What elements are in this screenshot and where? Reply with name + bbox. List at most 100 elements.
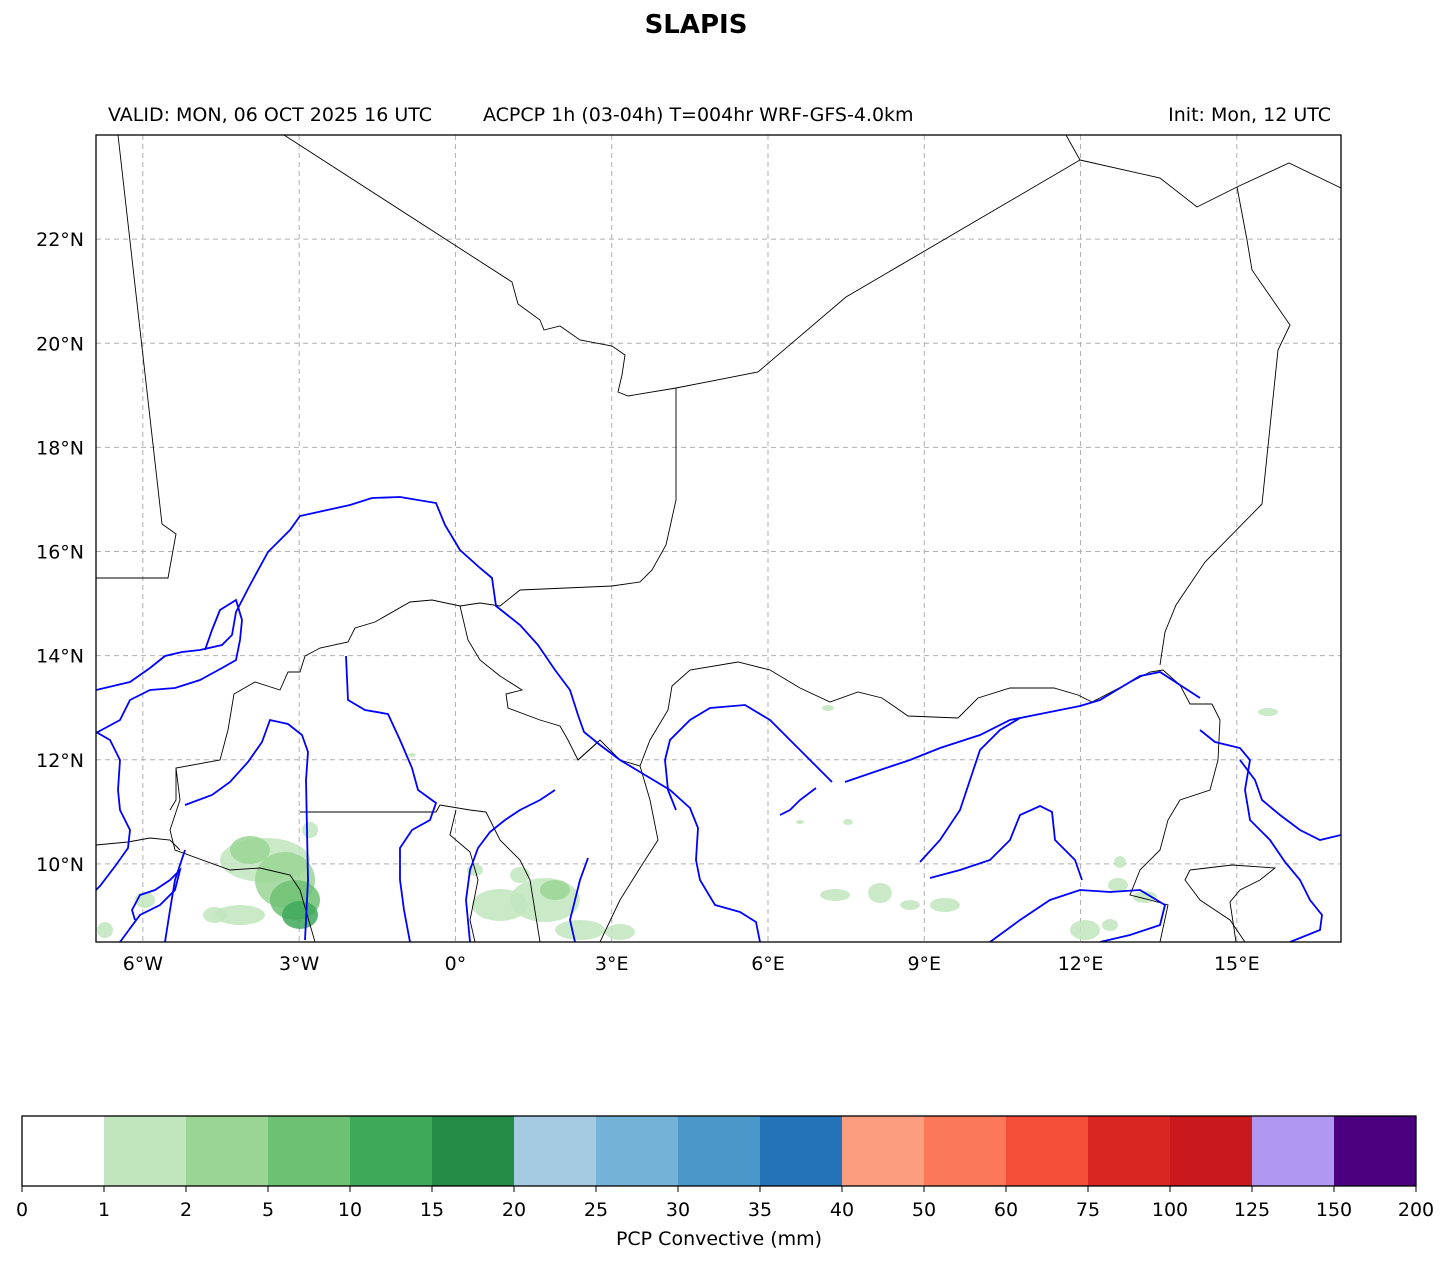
rivers (96, 496, 1341, 942)
lon-tick-label: 3°W (279, 953, 320, 975)
river-volta-black (184, 718, 309, 941)
precip-cell (1102, 919, 1118, 931)
river-niger-lower (779, 787, 817, 816)
precip-cell (868, 883, 892, 903)
gridlines (96, 135, 1341, 942)
precip-cell (843, 819, 853, 825)
colorbar-bin (596, 1116, 679, 1186)
river-comoe (164, 849, 186, 942)
colorbar-bin (350, 1116, 433, 1186)
longitude-ticks: 6°W 3°W 0° 3°E 6°E 9°E 12°E 15°E (123, 953, 1260, 975)
lon-tick-label: 3°E (595, 953, 629, 975)
border-niger-chad (1159, 186, 1291, 666)
colorbar-tick-label: 150 (1316, 1199, 1352, 1221)
map-frame (95, 134, 1342, 943)
precip-cell (97, 922, 113, 938)
colorbar-bin (104, 1116, 187, 1186)
init-time-label: Init: Mon, 12 UTC (1168, 104, 1331, 126)
colorbar-tick-label: 30 (666, 1199, 690, 1221)
colorbar-tick-label: 10 (338, 1199, 362, 1221)
border-mali-niger (479, 388, 677, 607)
precip-cell (822, 705, 834, 711)
map-background (96, 135, 1341, 942)
river-kaduna (844, 671, 1201, 783)
border-algeria-mali (283, 135, 1081, 397)
colorbar-bin (514, 1116, 597, 1186)
map-title: SLAPIS (644, 10, 748, 40)
colorbar-bin (924, 1116, 1007, 1186)
colorbar-bin (760, 1116, 843, 1186)
river-niger-branch (96, 731, 131, 891)
precip-cell (605, 924, 635, 940)
border-niger-nigeria (639, 661, 1212, 767)
border-mali-mauritania (96, 135, 177, 579)
lat-tick-label: 16°N (36, 542, 84, 564)
precip-cell (408, 753, 416, 757)
border-burkina-ghana-togo (300, 804, 487, 813)
precip-cell (820, 889, 850, 901)
river-tinkisso (119, 867, 182, 942)
lat-tick-label: 20°N (36, 333, 84, 355)
colorbar-tick-label: 5 (262, 1199, 274, 1221)
product-label: ACPCP 1h (03-04h) T=004hr WRF-GFS-4.0km (483, 104, 914, 126)
colorbar-tick-label: 75 (1076, 1199, 1100, 1221)
border-chad-extra (1184, 869, 1246, 942)
lon-tick-label: 0° (445, 953, 467, 975)
colorbar-tick-label: 15 (420, 1199, 444, 1221)
colorbar-bin (1006, 1116, 1089, 1186)
lat-tick-label: 18°N (36, 437, 84, 459)
lon-tick-label: 15°E (1214, 953, 1260, 975)
colorbar-bin (842, 1116, 925, 1186)
precip-cell (1108, 878, 1128, 892)
river-oti (465, 789, 556, 942)
colorbar-bin (678, 1116, 761, 1186)
precip-cell (203, 907, 227, 923)
precip-cell (900, 900, 920, 910)
border-burkina-niger (459, 605, 599, 761)
river-mono (569, 857, 589, 942)
border-nigeria-cameroon (1129, 703, 1221, 942)
colorbar-tick-label: 200 (1398, 1199, 1434, 1221)
precip-cell (282, 901, 318, 929)
colorbar-tick-label: 125 (1234, 1199, 1270, 1221)
precip-cell (555, 920, 605, 940)
river-volta-white (345, 655, 438, 942)
precip-cell (1114, 856, 1126, 868)
country-borders (96, 135, 1341, 942)
border-togo-benin (485, 811, 541, 942)
river-bani (96, 598, 243, 734)
colorbar-frame (21, 1115, 1417, 1187)
border-algeria-libya (1079, 159, 1341, 208)
colorbar-tick-label: 2 (180, 1199, 192, 1221)
precip-cell (796, 820, 804, 824)
border-ghana-togo (449, 809, 479, 942)
colorbar-bin (1334, 1116, 1417, 1186)
colorbar-bin (1088, 1116, 1171, 1186)
colorbar-tick-label: 0 (16, 1199, 28, 1221)
colorbar-bin (432, 1116, 515, 1186)
border-mali-burkina (169, 599, 481, 811)
lat-tick-label: 10°N (36, 854, 84, 876)
border-benin-nigeria (577, 739, 659, 942)
border-cameroon-chad (1189, 864, 1277, 942)
river-niger (96, 496, 761, 942)
lon-tick-label: 6°W (123, 953, 164, 975)
lat-tick-label: 12°N (36, 750, 84, 772)
border-ivorycoast-burkina (169, 767, 316, 942)
colorbar-bin (186, 1116, 269, 1186)
river-logone (1239, 759, 1341, 841)
river-benue-trib (919, 717, 1021, 863)
colorbar-tick-label: 25 (584, 1199, 608, 1221)
precip-cell (1258, 708, 1278, 716)
latitude-ticks: 22°N 20°N 18°N 16°N 14°N 12°N 10°N (36, 229, 84, 876)
colorbar: 0 1 2 5 10 15 20 25 30 35 40 50 60 75 100 125 150 200 (16, 1115, 1434, 1221)
colorbar-bin (1170, 1116, 1253, 1186)
colorbar-bin (268, 1116, 351, 1186)
river-benue (989, 889, 1167, 942)
precip-cell (230, 836, 270, 864)
precip-cell (540, 880, 570, 900)
lat-tick-label: 22°N (36, 229, 84, 251)
precipitation-field (97, 705, 1278, 940)
colorbar-label: PCP Convective (mm) (615, 1228, 823, 1250)
